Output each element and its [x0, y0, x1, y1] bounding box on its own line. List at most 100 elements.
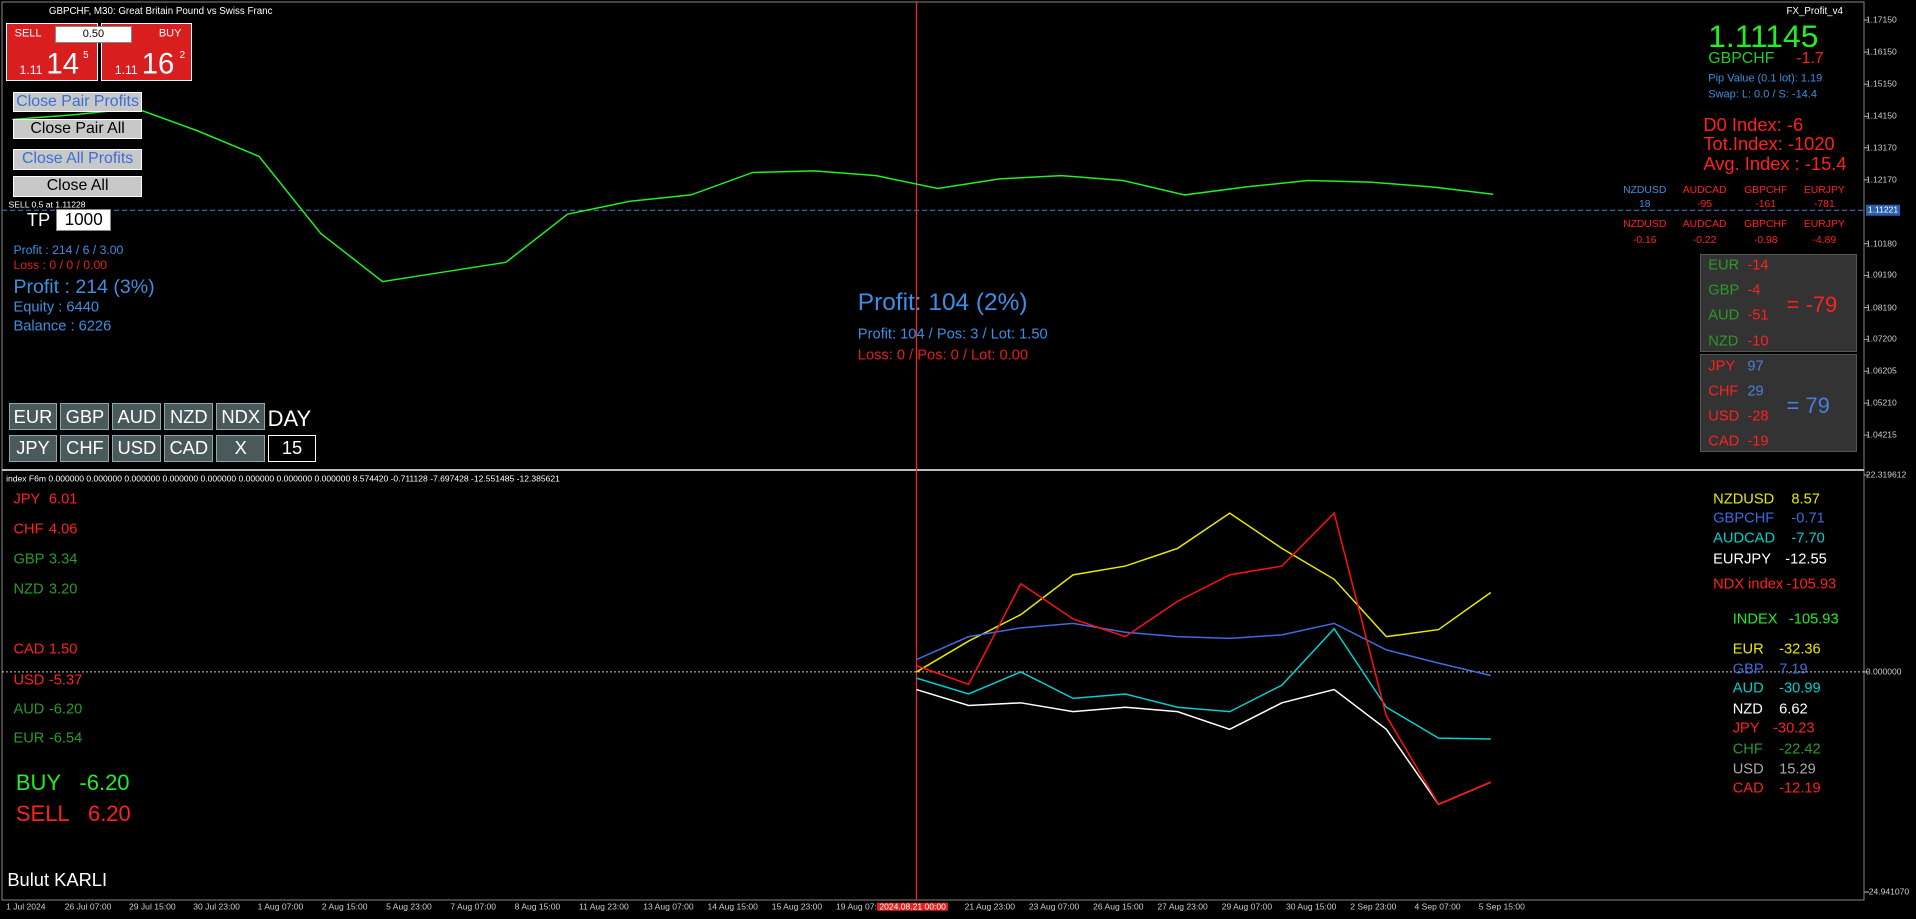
currency-button[interactable]: CHF	[60, 435, 110, 462]
series-value: -0.71	[1791, 510, 1825, 527]
pair-cell: GBPCHF	[1744, 184, 1788, 196]
price-prefix: 1.11	[19, 62, 43, 77]
currency-value: -51	[1747, 308, 1769, 325]
action-button[interactable]: Close All Profits	[13, 149, 142, 170]
buy-button: BUY	[158, 27, 182, 40]
currency-value: -14	[1747, 258, 1769, 275]
series-value: -7.70	[1791, 530, 1825, 547]
pair-cell: -0.98	[1753, 234, 1778, 246]
y-tick-label: -24.941070	[1865, 886, 1910, 897]
currency-name: JPY	[1708, 358, 1736, 375]
series-value: 6.62	[1779, 701, 1808, 718]
symbol-info: Tot.Index: -1020	[1703, 133, 1835, 155]
sell-label: SELL	[15, 800, 70, 826]
currency-button[interactable]: JPY	[8, 435, 58, 462]
currency-name: CHF	[13, 521, 44, 538]
pair-cell: -781	[1813, 199, 1835, 211]
tp-input[interactable]: 1000	[56, 208, 112, 231]
pair-cell: NZDUSD	[1623, 218, 1667, 230]
strength-box	[1699, 354, 1858, 453]
account-stat: Profit : 214 / 6 / 3.00	[13, 243, 124, 258]
price-prefix: 1.11	[114, 62, 138, 77]
profit-stat: Loss: 0 / Pos: 0 / Lot: 0.00	[857, 347, 1029, 364]
currency-name: USD	[1708, 408, 1740, 425]
price-line	[916, 688, 1492, 806]
currency-name: NZD	[13, 581, 44, 598]
series-value: -30.23	[1773, 721, 1815, 738]
sell-button: SELL	[14, 27, 42, 40]
pair-cell: AUDCAD	[1682, 184, 1727, 196]
time-label: 5 Aug 23:00	[386, 901, 432, 912]
currency-name: EUR	[13, 730, 45, 747]
price-main: 16	[141, 46, 175, 80]
currency-value: 1.50	[48, 641, 78, 658]
buy-label: BUY	[15, 770, 62, 796]
series-value: 7.19	[1779, 661, 1808, 678]
currency-name: GBP	[1708, 283, 1740, 300]
series-value: 15.29	[1779, 761, 1816, 778]
sell-value: 6.20	[87, 800, 131, 826]
symbol-info: Avg. Index : -15.4	[1703, 152, 1847, 174]
price-line	[916, 512, 1492, 673]
currency-button[interactable]: X	[216, 435, 266, 462]
currency-name: CHF	[1708, 383, 1739, 400]
action-button[interactable]: Close Pair Profits	[13, 91, 142, 113]
currency-value: 3.20	[48, 581, 78, 598]
currency-value: -4	[1747, 283, 1761, 300]
series-name: AUD	[1732, 680, 1764, 697]
currency-button[interactable]: EUR	[8, 403, 58, 431]
currency-value: -28	[1747, 408, 1769, 425]
price-line	[916, 622, 1491, 677]
order-label: SELL 0.5 at 1.11228	[8, 200, 86, 211]
chart-border	[1, 1, 1865, 901]
series-name: GBP	[1732, 661, 1764, 678]
currency-button[interactable]: NZD	[164, 403, 214, 431]
strength-box	[1699, 254, 1858, 352]
action-button[interactable]: Close All	[13, 175, 142, 197]
currency-button[interactable]: NDX	[216, 403, 266, 431]
time-label: 5 Sep 15:00	[1478, 901, 1525, 912]
period-input[interactable]: 15	[267, 435, 317, 462]
series-name: USD	[1732, 761, 1764, 778]
currency-value: -6.20	[48, 701, 83, 718]
time-label: 7 Aug 07:00	[450, 901, 497, 912]
currency-button[interactable]: USD	[112, 435, 162, 462]
lot-input[interactable]: 0.50	[54, 25, 132, 43]
series-value: -32.36	[1779, 641, 1821, 658]
currency-value: -19	[1747, 433, 1769, 450]
y-tick-label: 1.05210	[1865, 397, 1897, 408]
series-name: AUDCAD	[1713, 530, 1776, 547]
symbol-info: 1.11145	[1708, 17, 1819, 54]
time-label: 26 Jul 07:00	[64, 901, 112, 912]
currency-value: 4.06	[48, 521, 78, 538]
symbol-info: Swap: L: 0.0 / S: -14.4	[1708, 88, 1817, 101]
action-button[interactable]: Close Pair All	[13, 118, 142, 140]
time-label: 26 Aug 15:00	[1093, 901, 1144, 912]
currency-button[interactable]: CAD	[164, 435, 214, 462]
currency-button[interactable]: GBP	[60, 403, 110, 431]
y-tick-label: 1.08190	[1865, 302, 1897, 313]
time-label: 30 Aug 15:00	[1285, 901, 1337, 912]
series-name: CAD	[1732, 781, 1764, 798]
sell-panel[interactable]	[6, 23, 98, 81]
currency-button[interactable]: AUD	[112, 403, 162, 431]
series-name: NZD	[1732, 701, 1763, 718]
account-stat: Profit : 214 (3%)	[13, 276, 155, 299]
y-tick-label: 1.09190	[1865, 270, 1897, 281]
indicator-name: FX_Profit_v4	[1786, 6, 1843, 18]
series-value: -30.99	[1779, 680, 1821, 697]
series-name: NDX index	[1713, 576, 1784, 593]
profit-stat: Profit: 104 (2%)	[857, 288, 1028, 316]
series-value: -22.42	[1779, 741, 1821, 758]
symbol-info: -1.7	[1796, 49, 1824, 67]
pair-cell: EURJPY	[1803, 184, 1845, 196]
time-label: 30 Jul 23:00	[193, 901, 240, 912]
y-tick-label: 1.12170	[1865, 174, 1897, 185]
series-name: NZDUSD	[1713, 491, 1775, 508]
series-name: GBPCHF	[1713, 510, 1775, 527]
time-label: 19 Aug 07:00	[836, 901, 887, 912]
symbol-info: Pip Value (0.1 lot): 1.19	[1708, 72, 1823, 85]
symbol-info: D0 Index: -6	[1703, 113, 1804, 135]
pair-cell: EURJPY	[1803, 218, 1845, 230]
